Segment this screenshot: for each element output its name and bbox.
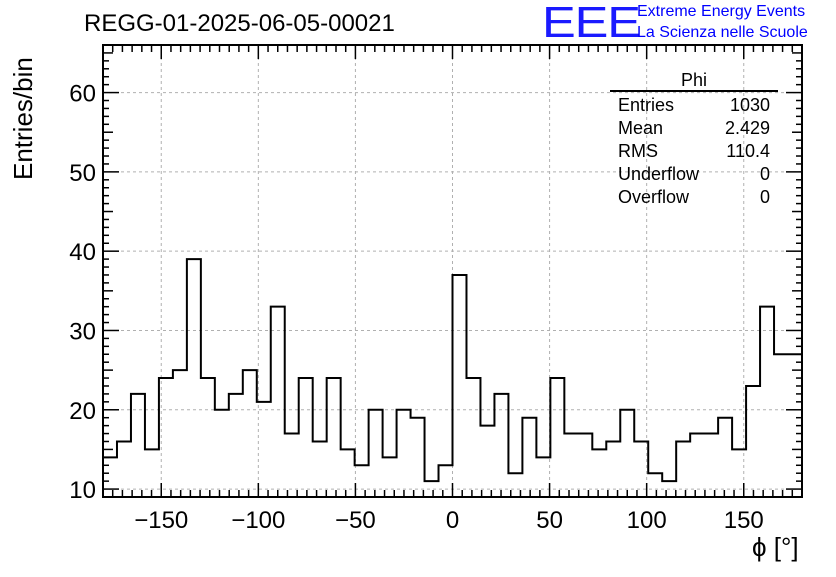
- histogram-bin: [243, 370, 257, 497]
- stats-label: RMS: [618, 141, 658, 161]
- histogram-bin: [103, 457, 117, 497]
- histogram-bin: [201, 378, 215, 497]
- x-tick-label: −50: [335, 507, 376, 534]
- stats-row-entries: Entries 1030: [610, 94, 778, 117]
- y-tick-label: 10: [69, 477, 96, 504]
- stats-box: Phi Entries 1030 Mean 2.429 RMS 110.4 Un…: [610, 70, 778, 209]
- stats-value: 0: [759, 187, 770, 207]
- histogram-bin: [620, 410, 634, 497]
- x-tick-label: 0: [446, 507, 459, 534]
- histogram-bin: [215, 410, 229, 497]
- histogram-bin: [774, 354, 788, 497]
- stats-label: Entries: [618, 95, 675, 115]
- stats-value: 110.4: [726, 141, 770, 161]
- histogram-bin: [341, 449, 355, 497]
- stats-row-rms: RMS 110.4: [610, 140, 778, 163]
- histogram-bin: [760, 307, 774, 497]
- histogram-bin: [257, 402, 271, 497]
- x-tick-label: −100: [231, 507, 285, 534]
- histogram-bin: [453, 275, 467, 497]
- histogram-bin: [327, 378, 341, 497]
- stats-value: 0: [759, 164, 770, 184]
- histogram-bin: [676, 441, 690, 497]
- y-tick-label: 30: [69, 318, 96, 345]
- histogram-bin: [397, 410, 411, 497]
- histogram-bin: [425, 481, 439, 497]
- x-tick-label: 150: [724, 507, 764, 534]
- y-tick-label: 50: [69, 160, 96, 187]
- histogram-bin: [592, 449, 606, 497]
- eee-logo-icon: EEE: [542, 0, 641, 47]
- histogram-bin: [578, 434, 592, 497]
- histogram-bin: [690, 434, 704, 497]
- logo-subtitle-2: La Scienza nelle Scuole: [637, 24, 808, 41]
- x-tick-label: −150: [134, 507, 188, 534]
- histogram-bin: [550, 378, 564, 497]
- histogram-bin: [271, 307, 285, 497]
- stats-value: 1030: [729, 95, 770, 115]
- stats-label: Underflow: [618, 164, 700, 184]
- histogram-bin: [704, 434, 718, 497]
- stats-row-mean: Mean 2.429: [610, 117, 778, 140]
- histogram-bin: [718, 418, 732, 497]
- x-axis-label: ϕ [°]: [752, 532, 799, 562]
- stats-value: 2.429: [724, 118, 770, 138]
- logo-subtitle-1: Extreme Energy Events: [637, 3, 806, 20]
- histogram-bin: [187, 259, 201, 497]
- histogram-bin: [480, 426, 494, 497]
- histogram-bin: [536, 457, 550, 497]
- x-tick-label: 50: [536, 507, 563, 534]
- x-tick-label: 100: [627, 507, 667, 534]
- histogram-bin: [648, 473, 662, 497]
- histogram-bin: [522, 418, 536, 497]
- histogram-bin: [145, 449, 159, 497]
- stats-label: Mean: [618, 118, 664, 138]
- histogram-line: [103, 258, 802, 483]
- y-tick-label: 60: [69, 81, 96, 108]
- stats-row-underflow: Underflow 0: [610, 163, 778, 186]
- histogram-bin: [369, 410, 383, 497]
- histogram-bin: [299, 378, 313, 497]
- histogram-bin: [439, 465, 453, 497]
- histogram-bin: [564, 434, 578, 497]
- chart-title: REGG-01-2025-06-05-00021: [84, 10, 395, 37]
- histogram-bin: [746, 386, 760, 497]
- histogram-bin: [173, 370, 187, 497]
- y-axis-label: Entries/bin: [8, 57, 38, 180]
- stats-label: Overflow: [618, 187, 690, 207]
- stats-row-overflow: Overflow 0: [610, 186, 778, 209]
- stats-box-title: Phi: [610, 70, 778, 92]
- y-tick-label: 40: [69, 239, 96, 266]
- histogram-bin: [285, 434, 299, 497]
- y-tick-label: 20: [69, 398, 96, 425]
- histogram-bin: [411, 418, 425, 497]
- histogram-bin: [355, 465, 369, 497]
- histogram-bin: [466, 378, 480, 497]
